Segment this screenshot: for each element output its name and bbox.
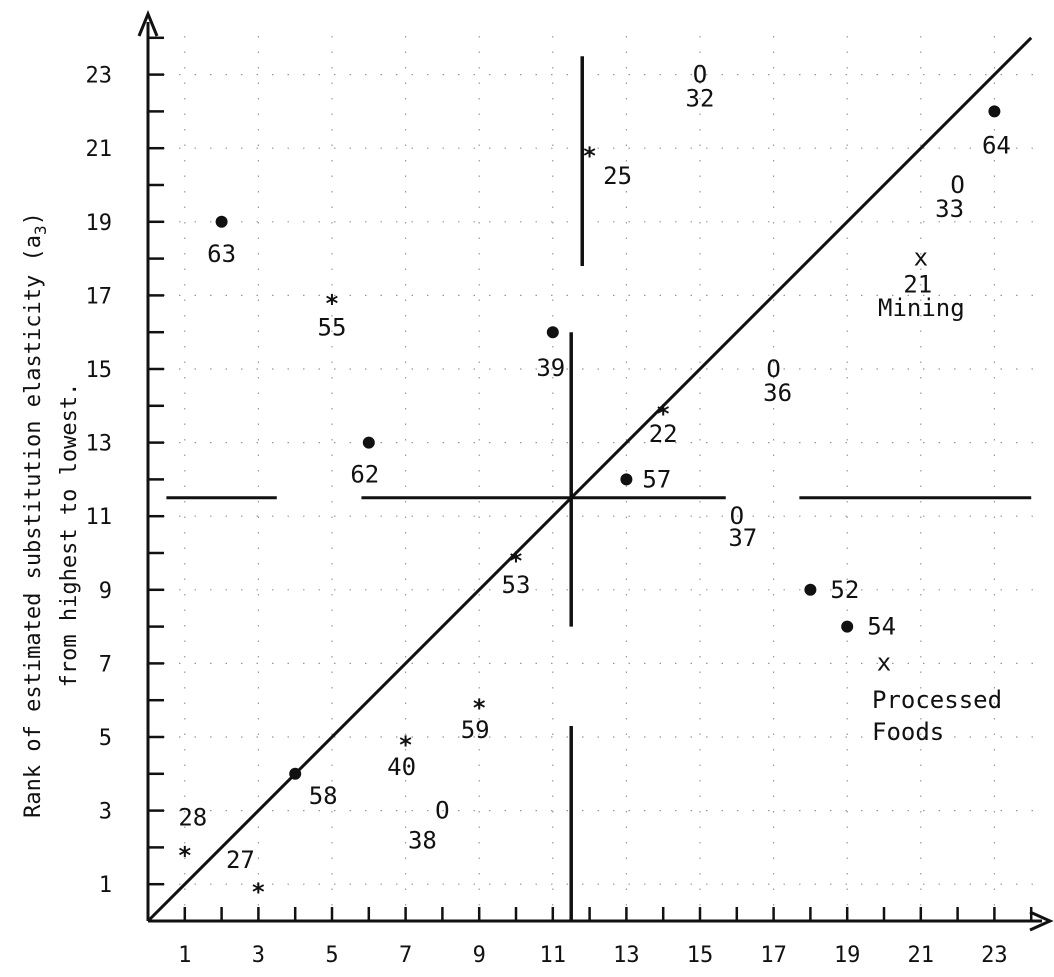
point-labels: 63 55 62 39 25 32 64 33 21 36 22 57 37 53 52 54 59 40 58 38… [178, 85, 1011, 875]
dot-marker [988, 105, 1001, 118]
y-tick-label: 21 [86, 137, 113, 162]
point-label: 57 [642, 465, 671, 493]
annotation-processed: Processed [872, 686, 1002, 714]
point-label: 36 [763, 379, 792, 407]
x-axis-arrow [1029, 910, 1054, 932]
star-marker: * [398, 731, 412, 759]
annotation-mining: Mining [878, 294, 965, 322]
x-tick-label: 23 [981, 943, 1008, 968]
x-tick-label: 15 [687, 943, 714, 968]
x-tick-label: 7 [399, 943, 412, 968]
y-axis-arrow [137, 10, 159, 37]
x-tick-label: 17 [760, 943, 787, 968]
point-label: 25 [603, 162, 632, 190]
point-label: 63 [207, 240, 236, 268]
star-marker: * [325, 289, 339, 317]
y-axis-label-line2: from highest to lowest. [57, 383, 82, 688]
dot-marker [289, 767, 302, 780]
point-label: 58 [309, 782, 338, 810]
dot-marker [804, 583, 817, 596]
star-marker: * [472, 694, 486, 722]
x-marker: x [914, 244, 928, 272]
grid [148, 26, 1043, 921]
point-label: 53 [502, 571, 531, 599]
x-tick-label: 21 [908, 943, 935, 968]
point-label: 54 [867, 613, 896, 641]
x-tick-label: 9 [473, 943, 486, 968]
dot-marker [841, 620, 854, 633]
y-tick-label: 19 [86, 211, 113, 236]
dot-marker [362, 436, 375, 449]
x-tick-label: 11 [540, 943, 567, 968]
point-label: 55 [318, 313, 347, 341]
y-tick-label: 17 [86, 284, 113, 309]
point-label: 38 [408, 827, 437, 855]
y-tick-label: 15 [86, 358, 113, 383]
point-label: 37 [728, 524, 757, 552]
y-tick-label: 9 [99, 579, 112, 604]
circle-marker: O [435, 797, 449, 825]
y-tick-label: 23 [86, 64, 113, 89]
y-axis-label-line1: Rank of estimated substitution elasticit… [21, 212, 50, 818]
reference-lines [146, 36, 1033, 923]
x-tick-label: 5 [325, 943, 338, 968]
point-label: 62 [350, 461, 379, 489]
point-label: 33 [935, 195, 964, 223]
y-tick-label: 3 [99, 800, 112, 825]
y-tick-label: 5 [99, 726, 112, 751]
star-marker: * [656, 400, 670, 428]
x-tick-label: 3 [252, 943, 265, 968]
point-label: 21 [903, 271, 932, 299]
point-label: 27 [226, 846, 255, 874]
point-label: 52 [830, 576, 859, 604]
star-marker: * [509, 547, 523, 575]
point-label: 64 [982, 131, 1011, 159]
x-tick-label: 13 [613, 943, 640, 968]
dot-marker [620, 473, 633, 486]
point-label: 22 [649, 420, 678, 448]
star-marker: * [251, 878, 265, 906]
x-marker: x [877, 648, 891, 676]
circle-marker: O [766, 355, 780, 383]
dot-marker [546, 326, 559, 339]
y-tick-label: 13 [86, 432, 113, 457]
point-label: 28 [178, 803, 207, 831]
circle-marker: O [693, 61, 707, 89]
star-marker: * [582, 142, 596, 170]
circle-marker: O [950, 171, 964, 199]
circle-marker: O [730, 502, 744, 530]
x-tick-label: 19 [834, 943, 861, 968]
y-axis-label: Rank of estimated substitution elasticit… [21, 212, 82, 818]
dot-marker [215, 215, 228, 228]
y-tick-label: 1 [99, 873, 112, 898]
point-label: 59 [461, 716, 490, 744]
annotation-foods: Foods [872, 718, 944, 746]
point-label: 32 [686, 85, 715, 113]
point-label: 39 [536, 354, 565, 382]
diagonal-line [146, 36, 1033, 923]
star-marker: * [178, 841, 192, 869]
data-points: * * O Ox O * O * x * * O * * [178, 61, 1001, 906]
y-tick-label: 11 [86, 505, 113, 530]
x-tick-label: 1 [178, 943, 191, 968]
y-tick-label: 7 [99, 652, 112, 677]
point-label: 40 [387, 753, 416, 781]
